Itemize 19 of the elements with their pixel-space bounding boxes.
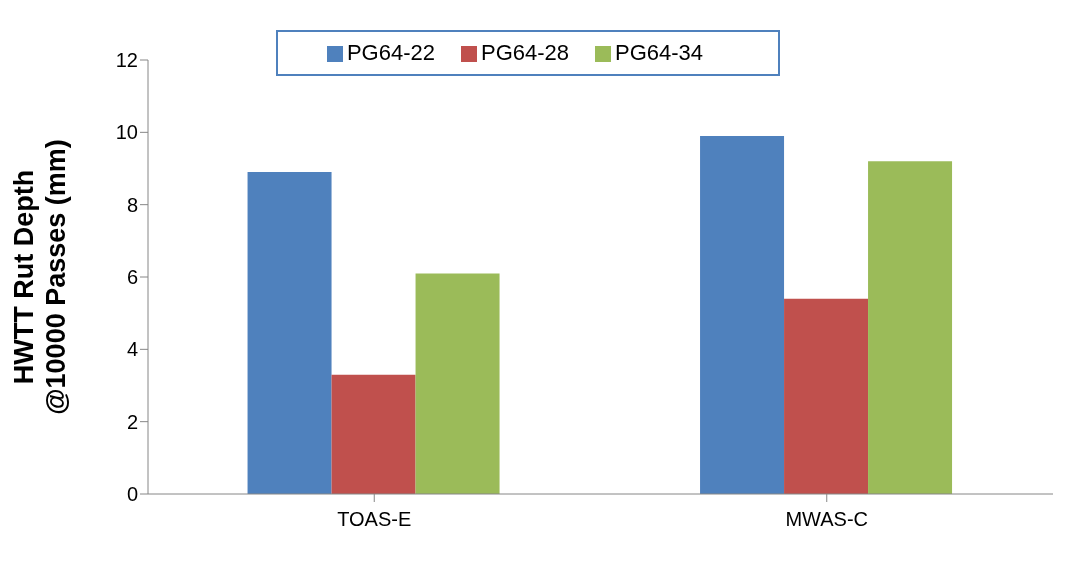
bar (868, 161, 953, 494)
legend-label: PG64-28 (480, 40, 570, 65)
x-tick-label: MWAS-C (785, 508, 869, 531)
y-tick-label: 10 (115, 121, 138, 144)
y-tick-label: 0 (126, 483, 138, 506)
legend-label: PG64-22 (346, 40, 435, 65)
y-axis-title: HWTT Rut Depth @10000 Passes (mm) (9, 139, 71, 415)
y-tick-label: 12 (115, 49, 138, 72)
y-tick-label: 6 (126, 266, 138, 289)
y-tick-label: 4 (126, 338, 138, 361)
bar (700, 135, 785, 494)
bar (784, 298, 869, 494)
y-tick-label: 8 (126, 193, 138, 216)
bar (331, 374, 416, 494)
bar (247, 172, 332, 494)
bar (415, 273, 500, 494)
y-tick-label: 2 (126, 410, 138, 433)
legend-label: PG64-34 (615, 40, 704, 65)
x-tick-label: TOAS-E (337, 508, 412, 531)
